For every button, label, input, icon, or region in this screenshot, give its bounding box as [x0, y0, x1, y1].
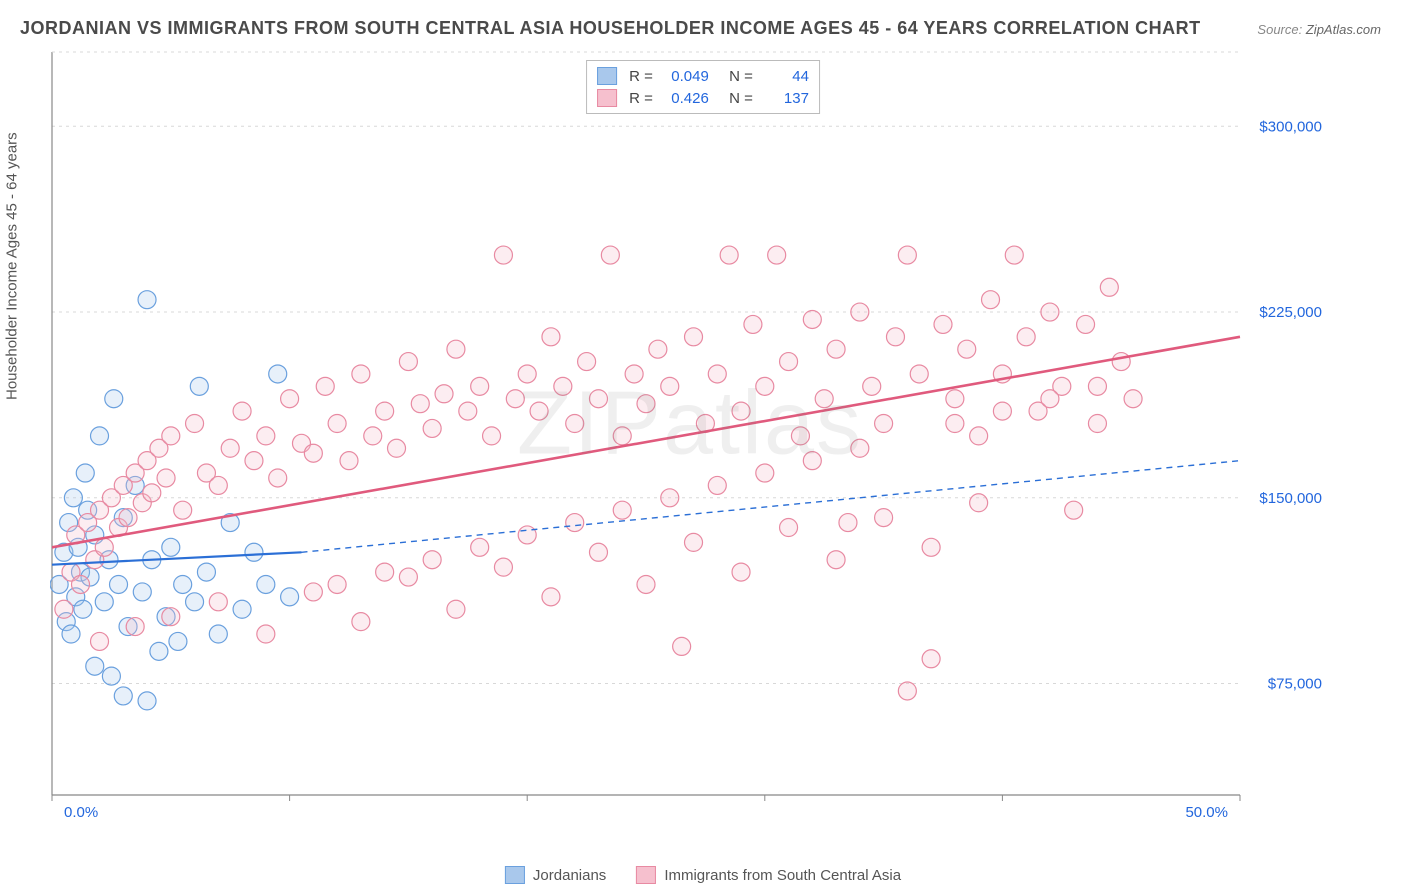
source-value: ZipAtlas.com	[1306, 22, 1381, 37]
legend-bottom-label-1: Immigrants from South Central Asia	[664, 867, 901, 884]
legend-bottom-swatch-0	[505, 866, 525, 884]
svg-text:0.0%: 0.0%	[64, 804, 98, 821]
legend-bottom-item-1: Immigrants from South Central Asia	[636, 866, 901, 884]
stat-n-value-0: 44	[761, 68, 809, 85]
chart-plot-area: $75,000 $150,000 $225,000 $300,000 0.0% 50.0%…	[50, 50, 1330, 830]
legend-stats-row-0: R = 0.049 N = 44	[597, 65, 809, 87]
svg-text:$300,000: $300,000	[1259, 118, 1322, 135]
svg-text:$75,000: $75,000	[1268, 676, 1322, 693]
legend-bottom-label-0: Jordanians	[533, 867, 606, 884]
source-citation: Source: ZipAtlas.com	[1257, 22, 1381, 37]
svg-text:$225,000: $225,000	[1259, 304, 1322, 321]
svg-text:$150,000: $150,000	[1259, 490, 1322, 507]
stat-n-label: N =	[721, 90, 753, 107]
stat-r-label: R =	[629, 90, 653, 107]
source-label: Source:	[1257, 22, 1302, 37]
legend-swatch-1	[597, 89, 617, 107]
stat-r-value-1: 0.426	[661, 90, 709, 107]
legend-bottom: Jordanians Immigrants from South Central…	[505, 866, 901, 884]
stat-r-label: R =	[629, 68, 653, 85]
y-axis-label: Householder Income Ages 45 - 64 years	[4, 132, 21, 400]
legend-stats: R = 0.049 N = 44 R = 0.426 N = 137	[586, 60, 820, 114]
legend-bottom-swatch-1	[636, 866, 656, 884]
stat-r-value-0: 0.049	[661, 68, 709, 85]
legend-swatch-0	[597, 67, 617, 85]
svg-text:50.0%: 50.0%	[1185, 804, 1228, 821]
stat-n-value-1: 137	[761, 90, 809, 107]
legend-stats-row-1: R = 0.426 N = 137	[597, 87, 809, 109]
chart-svg: $75,000 $150,000 $225,000 $300,000 0.0% 50.0%	[50, 50, 1330, 830]
legend-bottom-item-0: Jordanians	[505, 866, 606, 884]
stat-n-label: N =	[721, 68, 753, 85]
chart-title: JORDANIAN VS IMMIGRANTS FROM SOUTH CENTR…	[20, 18, 1201, 39]
